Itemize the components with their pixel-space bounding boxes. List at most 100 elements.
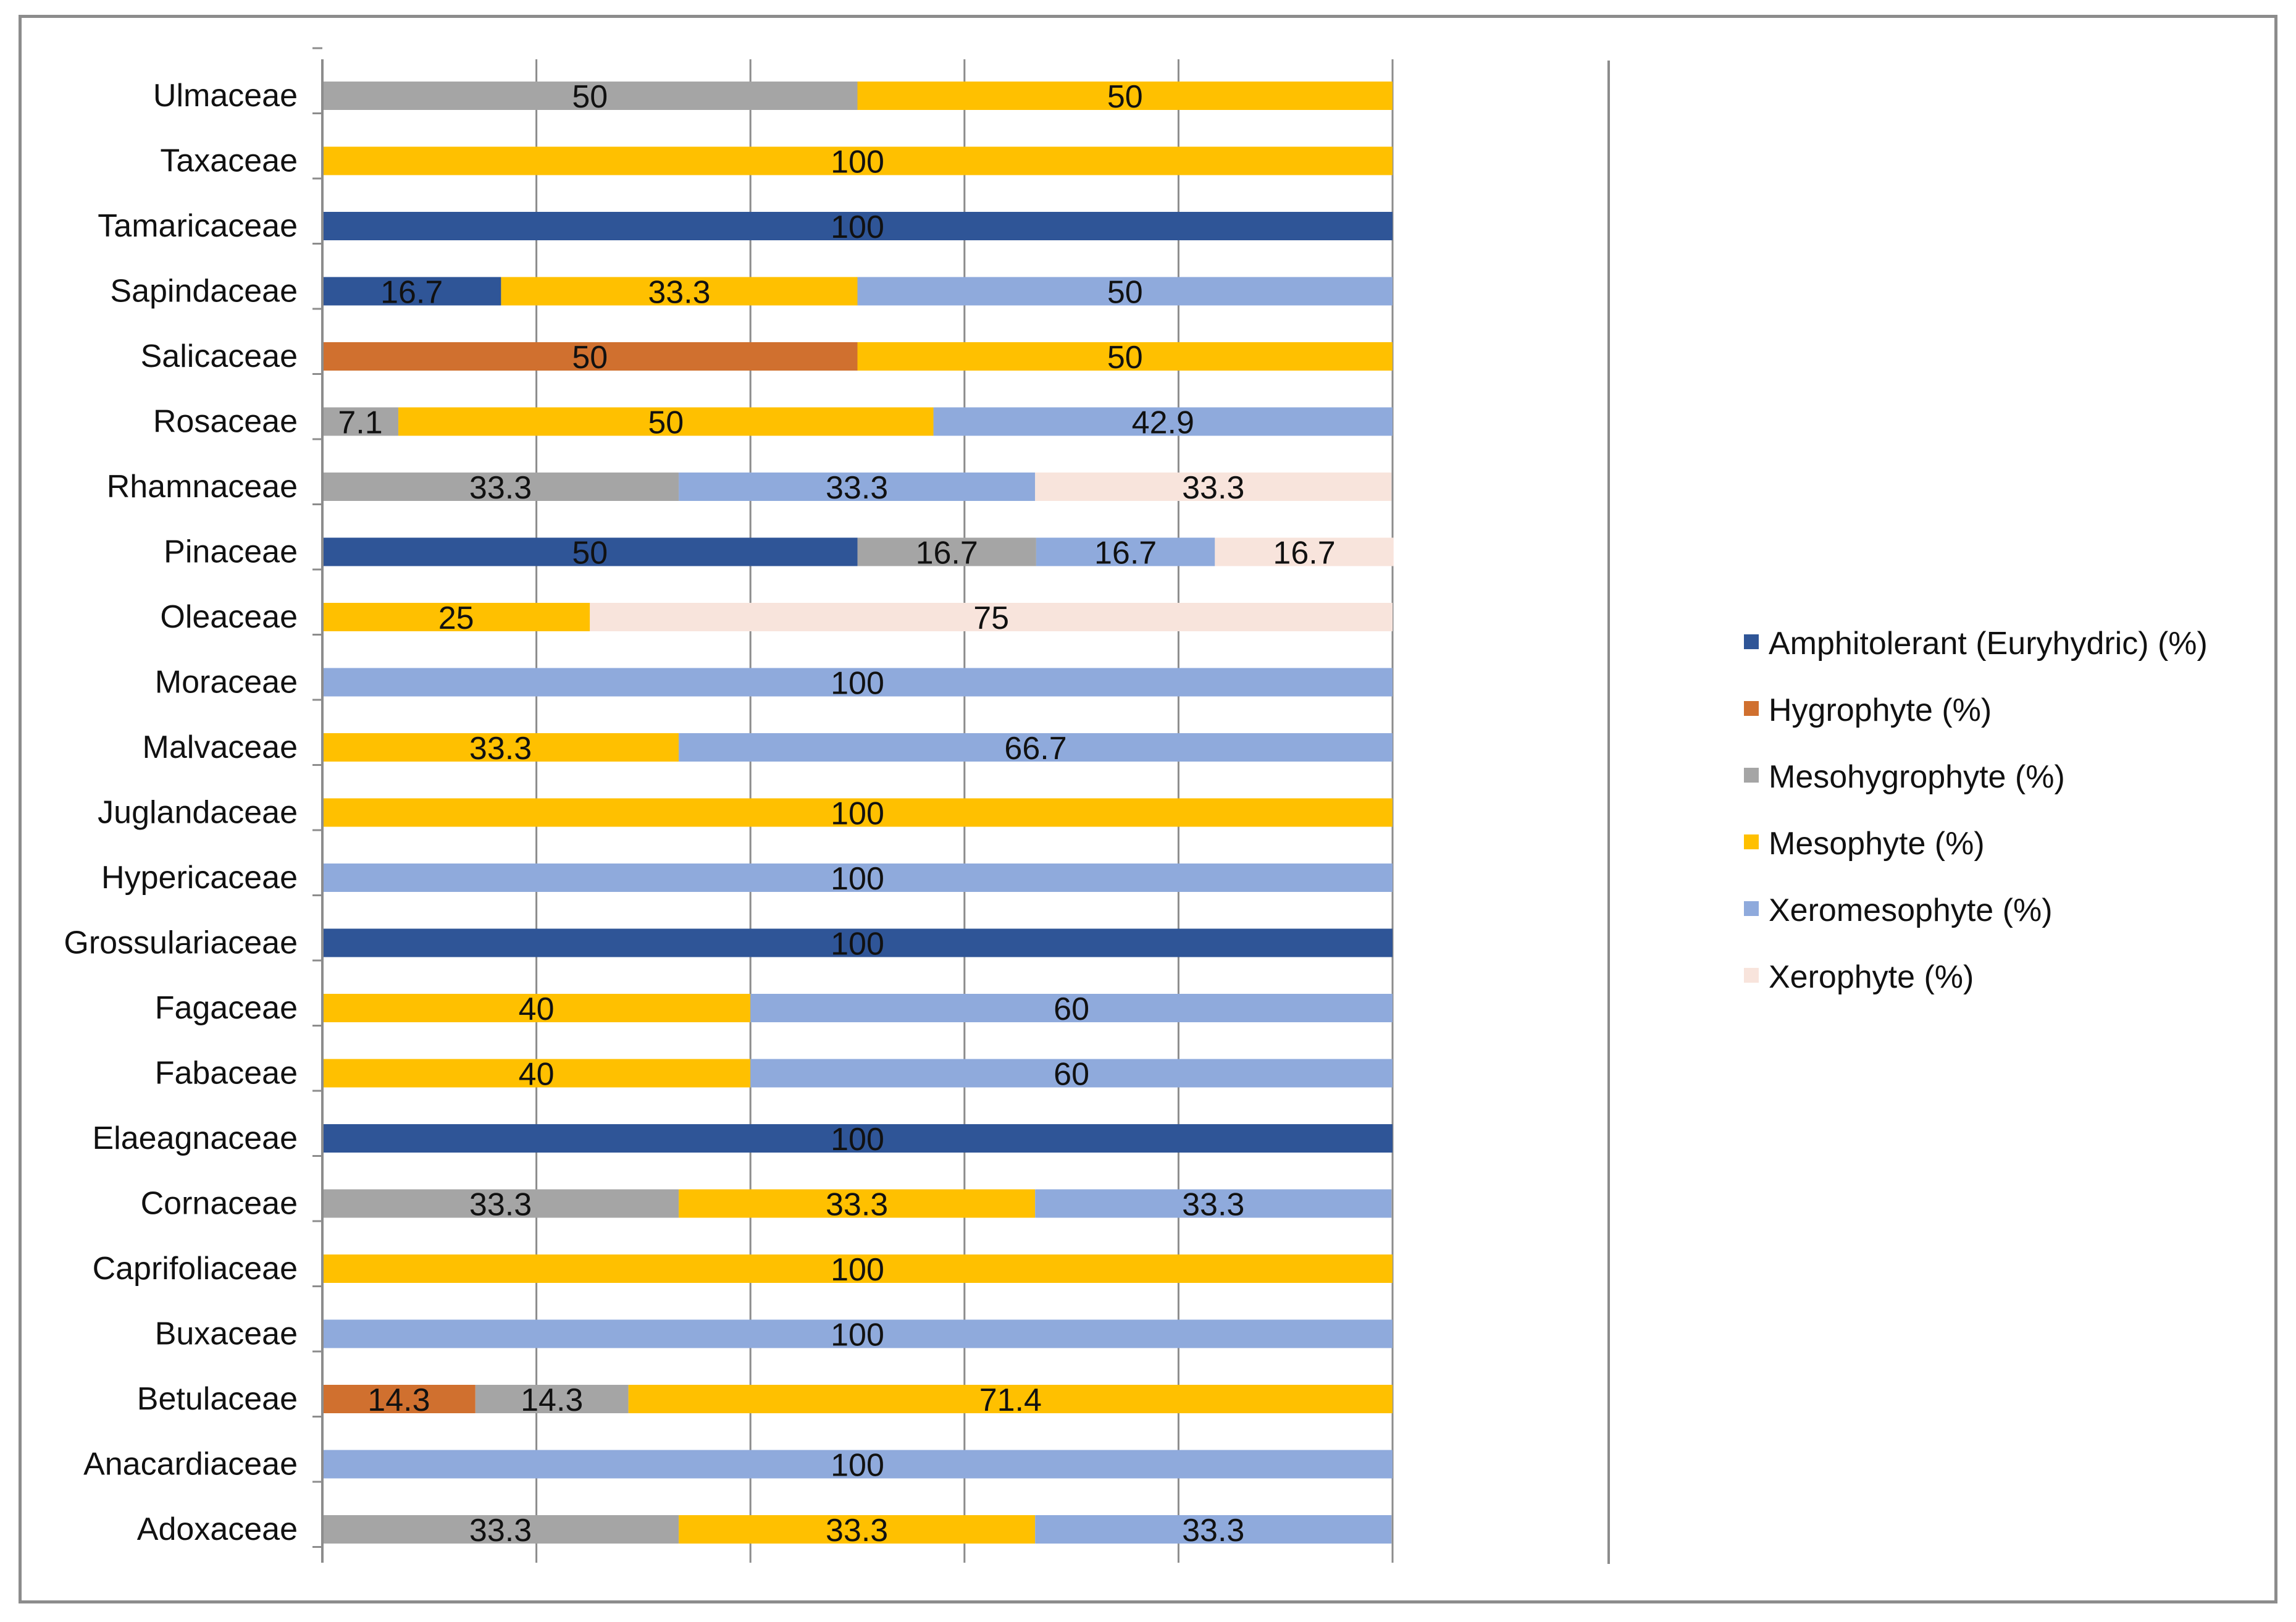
category-label: Taxaceae bbox=[160, 143, 298, 179]
category-label: Oleaceae bbox=[160, 599, 298, 635]
bar-segment bbox=[322, 1254, 1393, 1283]
data-label: 71.4 bbox=[979, 1382, 1042, 1418]
legend-label: Mesophyte (%) bbox=[1769, 826, 1985, 862]
category-label: Anacardiaceae bbox=[83, 1447, 298, 1482]
data-label: 100 bbox=[831, 861, 884, 897]
bar-segment bbox=[679, 733, 1393, 762]
category-labels: Ulmaceae Taxaceae Tamaricaceae Sapindaceae S… bbox=[64, 78, 298, 1547]
data-label: 50 bbox=[1107, 79, 1143, 115]
category-label: Buxaceae bbox=[155, 1316, 298, 1352]
bar-segment bbox=[322, 82, 858, 110]
data-label: 33.3 bbox=[1182, 1187, 1244, 1223]
bar-segment bbox=[679, 1189, 1036, 1218]
bar-segment bbox=[322, 1450, 1393, 1479]
legend-label: Mesohygrophyte (%) bbox=[1769, 759, 2065, 795]
data-label: 100 bbox=[831, 1448, 884, 1484]
bar-segment bbox=[933, 407, 1393, 436]
axis bbox=[312, 47, 324, 1563]
category-label: Ulmaceae bbox=[153, 78, 298, 114]
bar-segment bbox=[322, 994, 751, 1022]
bar-segment bbox=[322, 473, 679, 501]
data-label: 100 bbox=[831, 209, 884, 245]
category-label: Fagaceae bbox=[155, 990, 298, 1026]
data-label: 14.3 bbox=[367, 1382, 430, 1418]
data-label: 66.7 bbox=[1004, 731, 1066, 767]
category-label: Adoxaceae bbox=[137, 1511, 298, 1547]
data-label: 33.3 bbox=[826, 470, 888, 506]
data-label: 50 bbox=[572, 340, 608, 376]
legend-label: Xerophyte (%) bbox=[1769, 959, 1974, 995]
bar-segment bbox=[322, 1189, 679, 1218]
bar-segment bbox=[322, 668, 1393, 697]
data-label: 50 bbox=[572, 79, 608, 115]
category-label: Pinaceae bbox=[164, 534, 298, 570]
bar-segment bbox=[322, 1385, 476, 1413]
bar-segment bbox=[679, 1515, 1036, 1544]
category-label: Malvaceae bbox=[143, 729, 298, 765]
data-label: 14.3 bbox=[521, 1382, 583, 1418]
data-label: 40 bbox=[519, 1057, 555, 1093]
bar-segment bbox=[1215, 537, 1394, 566]
bar-segment bbox=[679, 473, 1036, 501]
category-label: Sapindaceae bbox=[110, 274, 298, 309]
category-label: Juglandaceae bbox=[98, 795, 298, 831]
category-label: Elaeagnaceae bbox=[92, 1120, 298, 1156]
data-label: 33.3 bbox=[469, 1513, 532, 1548]
bar-segment bbox=[398, 407, 934, 436]
data-label: 100 bbox=[831, 1252, 884, 1288]
data-label: 40 bbox=[519, 991, 555, 1027]
bar-segment bbox=[322, 928, 1393, 957]
data-label: 100 bbox=[831, 796, 884, 832]
bar-segment bbox=[322, 1319, 1393, 1348]
data-label: 16.7 bbox=[380, 275, 443, 311]
bar-segment bbox=[322, 407, 399, 436]
category-label: Rosaceae bbox=[153, 404, 298, 440]
bar-segment bbox=[322, 603, 590, 631]
bars bbox=[322, 82, 1394, 1544]
bar-segment bbox=[322, 1124, 1393, 1153]
data-label: 75 bbox=[973, 600, 1009, 636]
bar-segment bbox=[322, 798, 1393, 827]
bar-segment bbox=[857, 342, 1393, 371]
bar-segment bbox=[1035, 473, 1392, 501]
bar-segment bbox=[322, 1059, 751, 1088]
data-label: 33.3 bbox=[469, 1187, 532, 1223]
data-label: 33.3 bbox=[1182, 1513, 1244, 1548]
bar-segment bbox=[322, 342, 858, 371]
bar-segment bbox=[322, 733, 679, 762]
legend-swatch bbox=[1744, 901, 1759, 916]
category-label: Tamaricaceae bbox=[98, 208, 298, 244]
data-label: 33.3 bbox=[648, 275, 710, 311]
bar-segment bbox=[475, 1385, 629, 1413]
bar-segment bbox=[322, 212, 1393, 240]
bar-segment bbox=[322, 864, 1393, 892]
legend-label: Amphitolerant (Euryhydric) (%) bbox=[1769, 626, 2208, 662]
bar-segment bbox=[857, 537, 1036, 566]
data-label: 50 bbox=[1107, 275, 1143, 311]
category-label: Grossulariaceae bbox=[64, 925, 298, 961]
data-label: 33.3 bbox=[1182, 470, 1244, 506]
category-label: Rhamnaceae bbox=[107, 469, 298, 505]
value-labels: 50 50 100 100 16.7 33.3 50 50 50 7.1 50 42.9 33.3 33.… bbox=[338, 79, 1335, 1548]
legend-swatch bbox=[1744, 768, 1759, 783]
data-label: 100 bbox=[831, 1122, 884, 1158]
legend-swatch bbox=[1744, 701, 1759, 716]
legend-swatch bbox=[1744, 968, 1759, 983]
data-label: 42.9 bbox=[1132, 405, 1194, 441]
category-label: Salicaceae bbox=[141, 338, 298, 374]
category-label: Betulaceae bbox=[137, 1381, 298, 1417]
bar-segment bbox=[750, 994, 1393, 1022]
category-label: Caprifoliaceae bbox=[93, 1251, 298, 1287]
data-label: 16.7 bbox=[1094, 536, 1157, 571]
data-label: 16.7 bbox=[1273, 536, 1335, 571]
bar-segment bbox=[1036, 537, 1215, 566]
data-label: 50 bbox=[1107, 340, 1143, 376]
data-label: 100 bbox=[831, 927, 884, 962]
bar-segment bbox=[857, 277, 1393, 306]
data-label: 33.3 bbox=[826, 1187, 888, 1223]
data-label: 60 bbox=[1054, 991, 1089, 1027]
bar-segment bbox=[590, 603, 1393, 631]
legend-swatch bbox=[1744, 834, 1759, 849]
data-label: 33.3 bbox=[469, 731, 532, 767]
